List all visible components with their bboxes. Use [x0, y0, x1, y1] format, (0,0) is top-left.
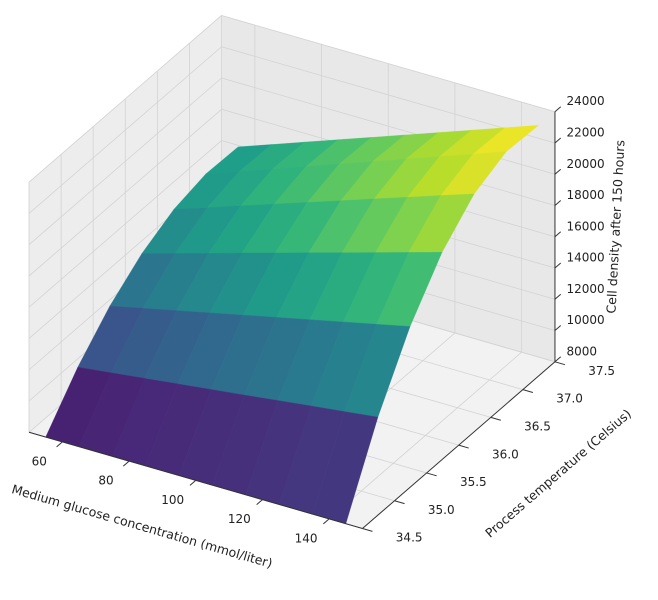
z-tick [554, 137, 562, 144]
y-tick-label: 36.0 [492, 447, 519, 461]
z-tick-label: 10000 [567, 313, 605, 327]
z-tick-label: 12000 [567, 282, 605, 296]
z-tick [554, 262, 562, 269]
z-tick [554, 293, 562, 300]
grid-line [28, 77, 222, 246]
x-tick-label: 80 [98, 474, 113, 488]
y-tick [490, 416, 501, 421]
y-tick [554, 361, 566, 366]
grid-line [28, 46, 222, 214]
z-tick-label: 18000 [567, 188, 605, 202]
y-tick [458, 444, 469, 449]
grid-line [221, 46, 556, 144]
y-tick-label: 37.0 [556, 392, 583, 406]
x-tick-label: 60 [32, 454, 47, 468]
z-tick [554, 231, 562, 238]
y-axis-title: Process temperature (Celsius) [482, 406, 634, 540]
x-tick-label: 140 [295, 531, 318, 545]
y-tick-label: 34.5 [396, 531, 423, 545]
z-tick-label: 24000 [567, 94, 605, 108]
z-tick [554, 106, 562, 113]
z-tick-label: 22000 [567, 125, 605, 139]
x-tick [256, 499, 263, 506]
x-tick-label: 120 [228, 512, 251, 526]
y-tick-label: 35.0 [428, 503, 455, 517]
z-tick-label: 8000 [567, 344, 598, 358]
x-tick [122, 460, 130, 467]
x-tick [56, 441, 63, 448]
z-tick [554, 325, 562, 331]
z-tick-label: 16000 [567, 219, 605, 233]
z-tick [554, 200, 562, 206]
y-tick-label: 37.5 [588, 364, 615, 378]
x-tick [189, 480, 197, 486]
x-tick-label: 100 [161, 493, 184, 507]
y-tick [394, 500, 405, 505]
z-axis-title: Cell density after 150 hours [603, 140, 627, 314]
y-tick-label: 36.5 [524, 419, 551, 433]
y-tick [426, 472, 437, 477]
y-tick-label: 35.5 [460, 475, 487, 489]
y-tick [522, 389, 534, 393]
z-tick [554, 168, 562, 175]
x-tick [323, 518, 330, 525]
y-tick [362, 528, 373, 532]
grid-line [28, 108, 222, 277]
z-tick-label: 14000 [567, 251, 605, 265]
grid-line [221, 15, 556, 113]
z-tick [554, 356, 562, 363]
grid-line [28, 15, 222, 183]
grid-line [28, 140, 222, 308]
z-tick-label: 20000 [567, 157, 605, 171]
